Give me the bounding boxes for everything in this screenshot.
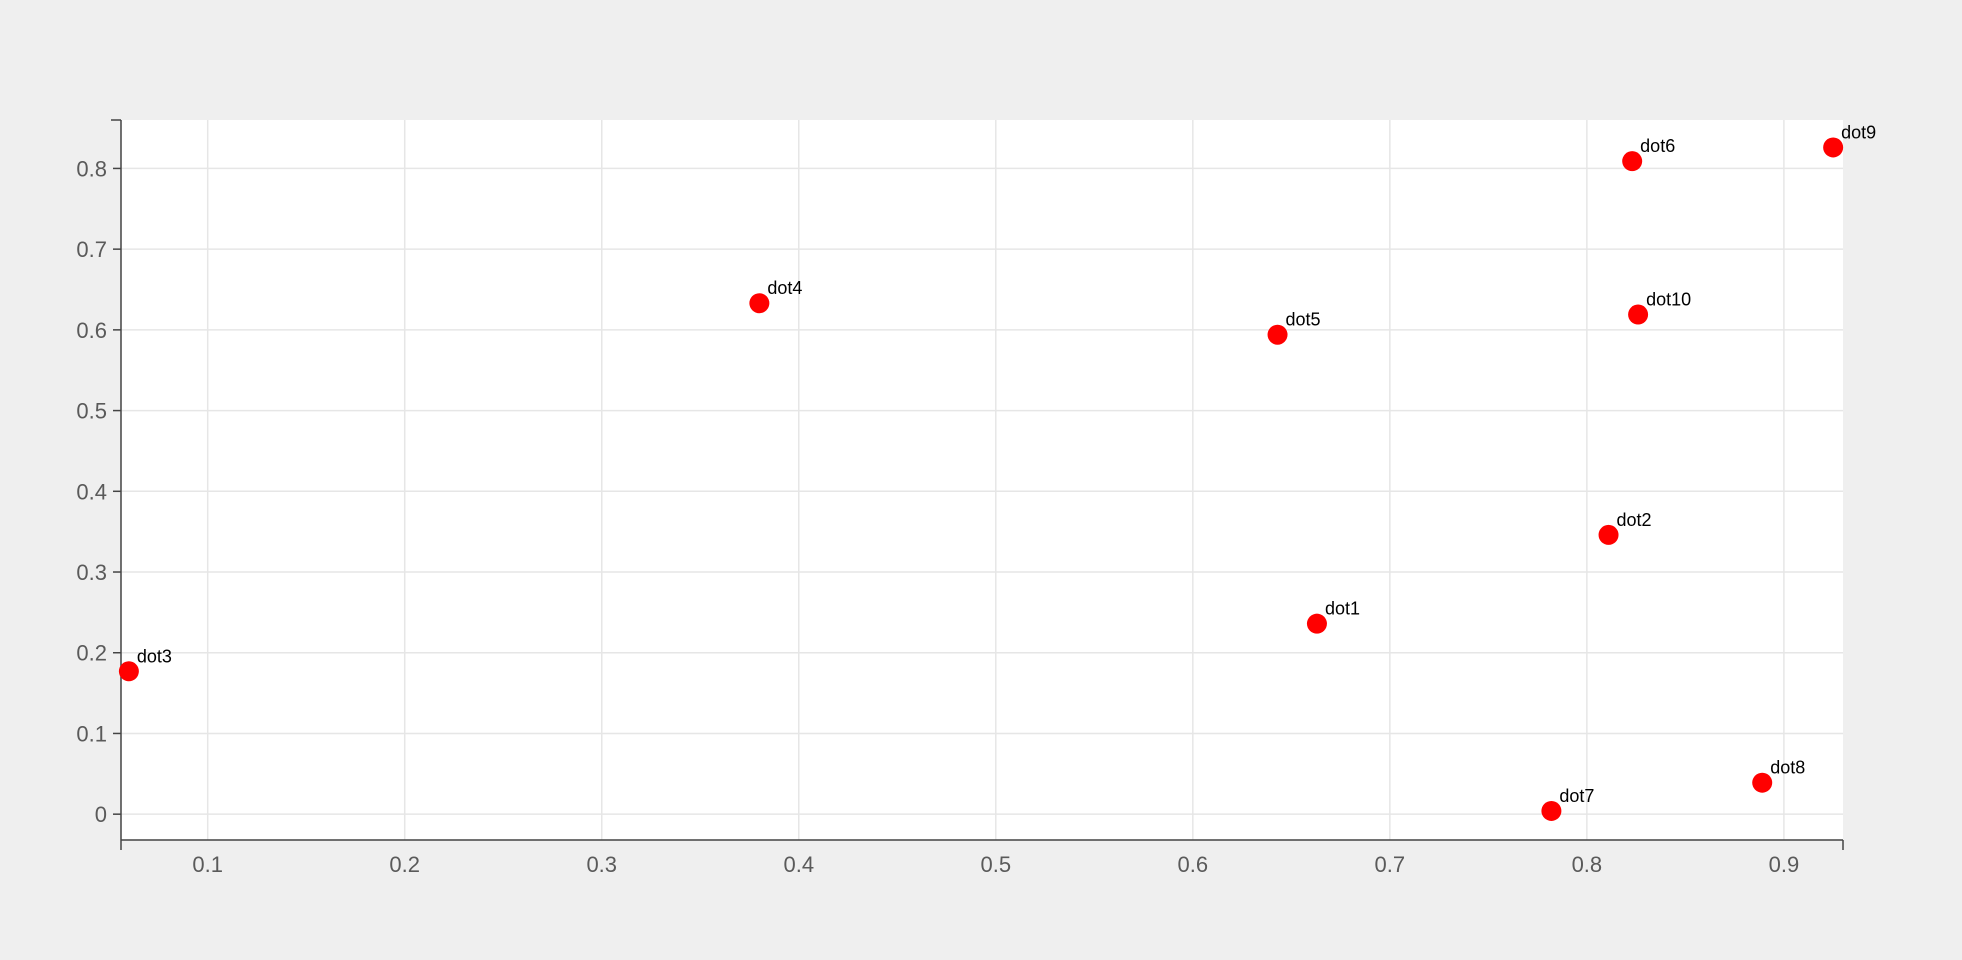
scatter-point-dot3[interactable] xyxy=(118,661,139,682)
data-points xyxy=(118,137,1844,821)
scatter-point-dot5[interactable] xyxy=(1267,324,1288,345)
x-tick-label: 0.1 xyxy=(192,852,223,877)
point-label-dot9: dot9 xyxy=(1841,122,1876,142)
x-tick-label: 0.9 xyxy=(1769,852,1800,877)
scatter-point-dot4[interactable] xyxy=(749,293,770,314)
y-tick-label: 0.8 xyxy=(76,156,107,181)
y-tick-label: 0.6 xyxy=(76,318,107,343)
x-tick-label: 0.5 xyxy=(980,852,1011,877)
data-point-labels: dot1 dot2 dot3 dot4 dot5 dot6 dot7 dot8 dot9 dot1… xyxy=(137,122,1876,805)
y-tick-label: 0.5 xyxy=(76,399,107,424)
x-tick-label: 0.8 xyxy=(1572,852,1603,877)
scatter-point-dot7[interactable] xyxy=(1541,800,1562,821)
scatter-point-dot1[interactable] xyxy=(1306,613,1327,634)
plot-area xyxy=(121,120,1843,840)
x-tick-label: 0.2 xyxy=(389,852,420,877)
scatter-point-dot9[interactable] xyxy=(1823,137,1844,158)
scatter-point-dot8[interactable] xyxy=(1752,772,1773,793)
point-label-dot5: dot5 xyxy=(1286,310,1321,330)
point-label-dot4: dot4 xyxy=(767,278,802,298)
y-tick-label: 0 xyxy=(95,802,107,827)
point-label-dot7: dot7 xyxy=(1559,786,1594,806)
y-tick-label: 0.4 xyxy=(76,479,107,504)
grid-lines xyxy=(121,120,1843,840)
x-tick-label: 0.4 xyxy=(783,852,814,877)
point-label-dot6: dot6 xyxy=(1640,136,1675,156)
scatter-point-dot6[interactable] xyxy=(1622,151,1643,172)
y-tick-label: 0.7 xyxy=(76,237,107,262)
point-label-dot8: dot8 xyxy=(1770,758,1805,778)
scatter-point-dot10[interactable] xyxy=(1628,304,1649,325)
y-tick-label: 0.2 xyxy=(76,641,107,666)
x-tick-label: 0.3 xyxy=(586,852,617,877)
y-tick-label: 0.3 xyxy=(76,560,107,585)
point-label-dot3: dot3 xyxy=(137,646,172,666)
point-label-dot1: dot1 xyxy=(1325,599,1360,619)
tick-labels: 0 0.1 0.2 0.3 0.4 0.5 0.6 0.7 0.8 0.1 0.2 0.3 0.4 0.5… xyxy=(76,156,1799,877)
x-tick-label: 0.6 xyxy=(1178,852,1209,877)
y-tick-label: 0.1 xyxy=(76,721,107,746)
x-tick-label: 0.7 xyxy=(1375,852,1406,877)
point-label-dot10: dot10 xyxy=(1646,290,1691,310)
scatter-point-dot2[interactable] xyxy=(1598,524,1619,545)
point-label-dot2: dot2 xyxy=(1617,510,1652,530)
axes xyxy=(111,119,1844,850)
